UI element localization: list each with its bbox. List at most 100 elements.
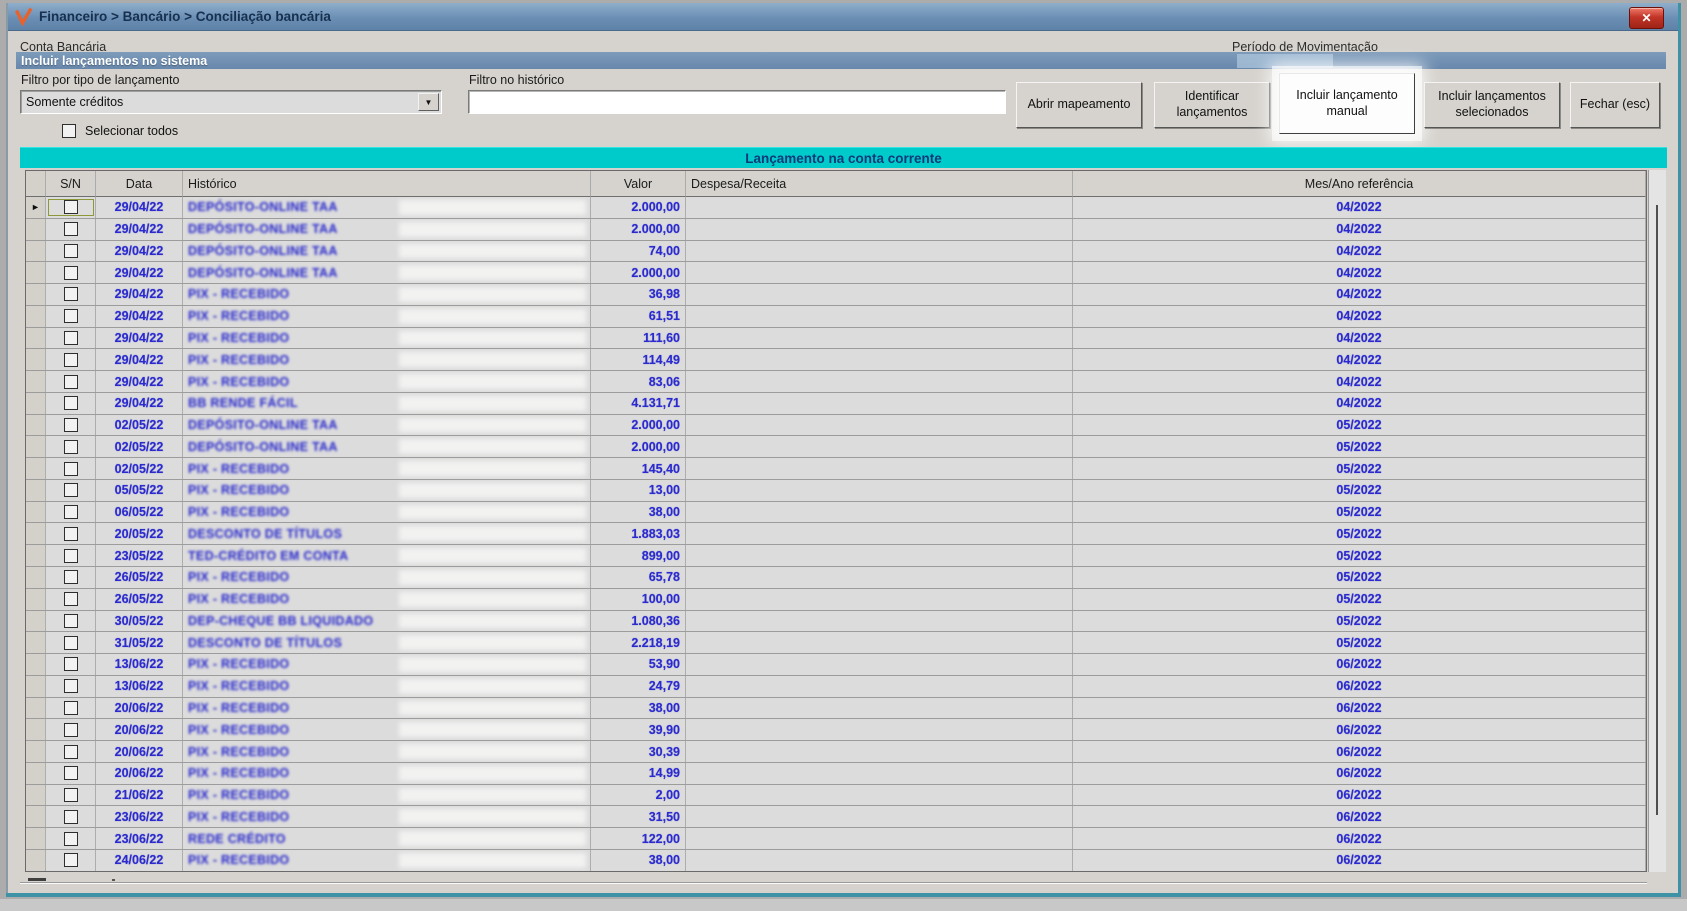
row-select-cell[interactable] [46, 436, 96, 458]
table-row[interactable]: 13/06/22 PIX - RECEBIDO 53,90 06/2022 [26, 654, 1646, 676]
row-select-cell[interactable] [46, 654, 96, 675]
select-all-checkbox[interactable] [62, 124, 76, 138]
incluir-lancamentos-selecionados-button[interactable]: Incluir lançamentos selecionados [1424, 82, 1560, 128]
row-select-cell[interactable] [46, 632, 96, 654]
row-select-cell[interactable] [46, 240, 96, 262]
filter-history-input[interactable] [468, 90, 1006, 114]
table-row[interactable]: 02/05/22 DEPÓSITO-ONLINE TAA 2.000,00 05… [26, 436, 1646, 459]
filter-type-dropdown[interactable]: Somente créditos ▼ [20, 90, 442, 114]
dropdown-arrow-icon[interactable]: ▼ [418, 93, 439, 111]
table-row[interactable]: 23/05/22 TED-CRÉDITO EM CONTA 899,00 05/… [26, 545, 1646, 568]
row-select-cell[interactable] [46, 523, 96, 545]
row-select-cell[interactable] [46, 262, 96, 284]
row-select-cell[interactable] [46, 349, 96, 371]
vertical-scrollbar[interactable] [1648, 170, 1666, 872]
table-row[interactable]: 29/04/22 DEPÓSITO-ONLINE TAA 74,00 04/20… [26, 240, 1646, 263]
row-checkbox[interactable] [63, 265, 78, 280]
row-checkbox[interactable] [63, 570, 78, 585]
table-row[interactable]: 26/05/22 PIX - RECEBIDO 65,78 05/2022 [26, 567, 1646, 589]
row-checkbox[interactable] [63, 396, 78, 411]
table-row[interactable]: 20/06/22 PIX - RECEBIDO 38,00 06/2022 [26, 697, 1646, 720]
table-row[interactable]: 29/04/22 PIX - RECEBIDO 83,06 04/2022 [26, 371, 1646, 393]
table-row[interactable]: 02/05/22 PIX - RECEBIDO 145,40 05/2022 [26, 458, 1646, 480]
row-checkbox[interactable] [63, 657, 78, 672]
row-checkbox[interactable] [63, 613, 78, 628]
row-select-cell[interactable] [46, 741, 96, 762]
row-select-cell[interactable] [46, 849, 96, 871]
table-row[interactable]: 20/06/22 PIX - RECEBIDO 39,90 06/2022 [26, 719, 1646, 742]
row-select-cell[interactable] [46, 806, 96, 828]
row-checkbox[interactable] [63, 766, 78, 781]
table-row[interactable]: 29/04/22 PIX - RECEBIDO 36,98 04/2022 [26, 284, 1646, 306]
table-row[interactable]: 29/04/22 DEPÓSITO-ONLINE TAA 2.000,00 04… [26, 262, 1646, 285]
row-select-cell[interactable] [46, 675, 96, 697]
table-row[interactable]: 20/06/22 PIX - RECEBIDO 14,99 06/2022 [26, 762, 1646, 785]
table-row[interactable]: 02/05/22 DEPÓSITO-ONLINE TAA 2.000,00 05… [26, 414, 1646, 437]
row-checkbox[interactable] [63, 243, 78, 258]
row-checkbox[interactable] [63, 330, 78, 345]
horizontal-scrollbar-thumb[interactable] [28, 878, 46, 881]
row-checkbox[interactable] [63, 418, 78, 433]
vertical-scrollbar-thumb[interactable] [1656, 205, 1658, 815]
row-checkbox[interactable] [63, 635, 78, 650]
row-checkbox[interactable] [63, 809, 78, 824]
row-select-cell[interactable] [46, 371, 96, 392]
row-select-cell[interactable] [46, 327, 96, 349]
row-checkbox[interactable] [63, 200, 78, 215]
row-select-cell[interactable] [46, 479, 96, 501]
table-row[interactable]: 31/05/22 DESCONTO DE TÍTULOS 2.218,19 05… [26, 632, 1646, 655]
row-checkbox[interactable] [63, 505, 78, 520]
table-row[interactable]: 29/04/22 PIX - RECEBIDO 111,60 04/2022 [26, 327, 1646, 350]
table-row[interactable]: 20/05/22 DESCONTO DE TÍTULOS 1.883,03 05… [26, 523, 1646, 546]
row-checkbox[interactable] [63, 352, 78, 367]
row-checkbox[interactable] [63, 700, 78, 715]
table-row[interactable]: 05/05/22 PIX - RECEBIDO 13,00 05/2022 [26, 479, 1646, 502]
identificar-lancamentos-button[interactable]: Identificar lançamentos [1154, 82, 1270, 128]
table-row[interactable]: ► 29/04/22 DEPÓSITO-ONLINE TAA 2.000,00 … [26, 197, 1646, 219]
window-close-button[interactable]: ✕ [1629, 7, 1664, 29]
row-checkbox[interactable] [63, 526, 78, 541]
row-checkbox[interactable] [63, 483, 78, 498]
row-checkbox[interactable] [63, 374, 78, 389]
row-checkbox[interactable] [63, 222, 78, 237]
table-row[interactable]: 30/05/22 DEP-CHEQUE BB LIQUIDADO 1.080,3… [26, 610, 1646, 633]
table-row[interactable]: 23/06/22 PIX - RECEBIDO 31,50 06/2022 [26, 806, 1646, 829]
table-row[interactable]: 29/04/22 PIX - RECEBIDO 61,51 04/2022 [26, 305, 1646, 328]
row-select-cell[interactable] [46, 719, 96, 741]
row-select-cell[interactable] [46, 218, 96, 240]
row-select-cell[interactable] [46, 458, 96, 479]
row-select-cell[interactable] [46, 588, 96, 610]
row-select-cell[interactable] [46, 414, 96, 436]
table-row[interactable]: 29/04/22 DEPÓSITO-ONLINE TAA 2.000,00 04… [26, 218, 1646, 241]
row-select-cell[interactable] [46, 610, 96, 632]
row-select-cell[interactable] [46, 501, 96, 523]
table-row[interactable]: 06/05/22 PIX - RECEBIDO 38,00 05/2022 [26, 501, 1646, 524]
row-select-cell[interactable] [46, 284, 96, 305]
row-checkbox[interactable] [63, 788, 78, 803]
row-select-cell[interactable] [46, 828, 96, 849]
row-checkbox[interactable] [63, 439, 78, 454]
table-row[interactable]: 21/06/22 PIX - RECEBIDO 2,00 06/2022 [26, 784, 1646, 807]
row-select-cell[interactable] [46, 762, 96, 784]
row-select-cell[interactable] [46, 392, 96, 414]
row-checkbox[interactable] [63, 287, 78, 302]
row-checkbox[interactable] [63, 679, 78, 694]
table-row[interactable]: 13/06/22 PIX - RECEBIDO 24,79 06/2022 [26, 675, 1646, 698]
table-row[interactable]: 29/04/22 PIX - RECEBIDO 114,49 04/2022 [26, 349, 1646, 372]
row-select-cell[interactable] [46, 697, 96, 719]
table-row[interactable]: 24/06/22 PIX - RECEBIDO 38,00 06/2022 [26, 849, 1646, 871]
table-row[interactable]: 20/06/22 PIX - RECEBIDO 30,39 06/2022 [26, 741, 1646, 763]
row-checkbox[interactable] [63, 309, 78, 324]
incluir-lancamento-manual-button[interactable]: Incluir lançamento manual [1279, 73, 1415, 134]
row-checkbox[interactable] [63, 853, 78, 868]
row-checkbox[interactable] [63, 548, 78, 563]
table-row[interactable]: 29/04/22 BB RENDE FÁCIL 4.131,71 04/2022 [26, 392, 1646, 415]
row-select-cell[interactable] [46, 545, 96, 567]
horizontal-scrollbar[interactable] [20, 876, 1647, 890]
fechar-button[interactable]: Fechar (esc) [1570, 82, 1660, 128]
table-row[interactable]: 26/05/22 PIX - RECEBIDO 100,00 05/2022 [26, 588, 1646, 611]
select-all-row[interactable]: Selecionar todos [62, 124, 178, 138]
row-checkbox[interactable] [63, 461, 78, 476]
row-checkbox[interactable] [63, 722, 78, 737]
abrir-mapeamento-button[interactable]: Abrir mapeamento [1016, 82, 1142, 128]
